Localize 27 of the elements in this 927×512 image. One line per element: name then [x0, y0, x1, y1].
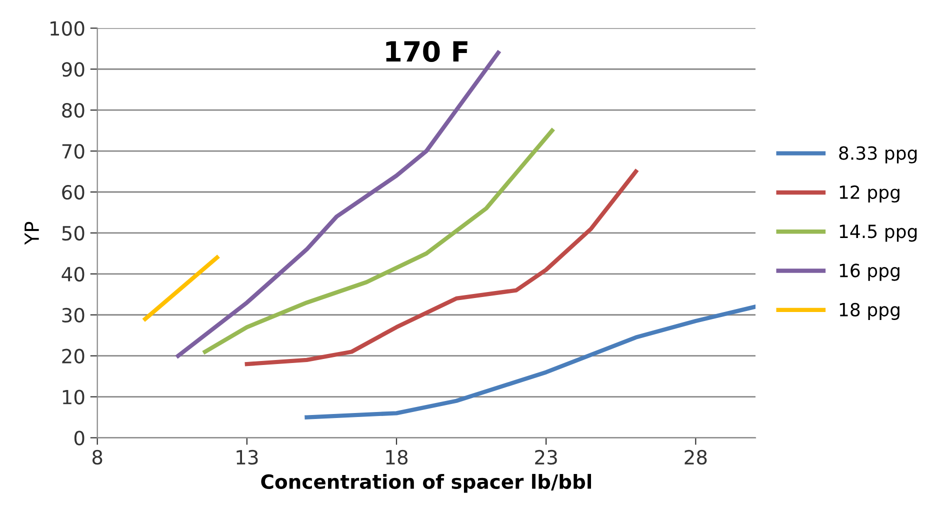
y-tick-label: 90 [62, 62, 84, 77]
y-tick-label: 70 [62, 144, 84, 159]
line-series [244, 169, 638, 366]
y-tick-label: 60 [62, 184, 84, 200]
line-series [202, 128, 554, 354]
y-tick-label: 40 [62, 266, 84, 282]
legend-label: 12 ppg [840, 185, 900, 203]
y-axis-title: YP [24, 222, 39, 245]
legend-label: 18 ppg [840, 302, 900, 320]
x-axis-title: Concentration of spacer lb/bbl [261, 474, 591, 493]
y-tick-label: 80 [62, 103, 84, 118]
line-series [304, 304, 756, 420]
y-tick-label: 10 [62, 390, 84, 404]
y-tick-label: 100 [50, 21, 84, 36]
y-tick-label: 20 [62, 348, 84, 364]
y-tick-label: 0 [74, 430, 84, 446]
legend-label: 16 ppg [840, 264, 900, 281]
x-tick-label: 23 [535, 450, 557, 465]
x-tick-label: 8 [92, 450, 102, 465]
y-tick-label: 30 [62, 308, 84, 323]
y-tick-label: 50 [62, 226, 84, 241]
chart-title: 170 F [386, 40, 468, 62]
legend-label: 14.5 ppg [840, 224, 917, 242]
legend-label: 8.33 ppg [839, 146, 917, 164]
x-tick-label: 18 [386, 450, 408, 465]
x-tick-label: 13 [236, 450, 258, 465]
x-tick-label: 28 [684, 450, 707, 465]
